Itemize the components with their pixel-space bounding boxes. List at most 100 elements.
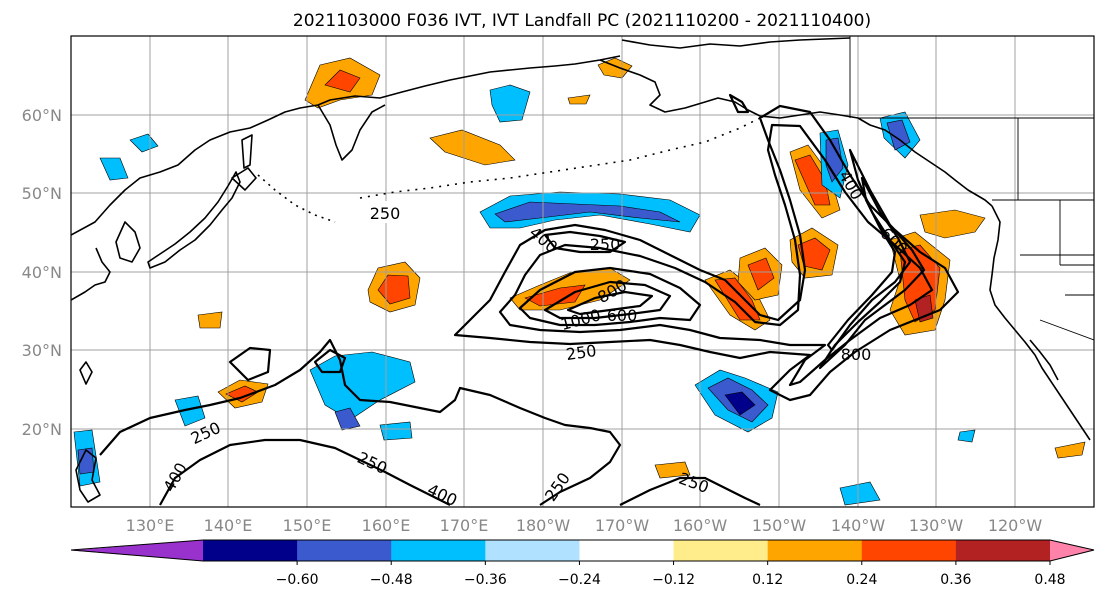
- lon-tick-label: 140°W: [831, 516, 886, 535]
- kuril-islands: [257, 174, 336, 223]
- korea-coastline: [115, 221, 141, 263]
- ivt-contour-400: [498, 123, 934, 387]
- positive-anomaly-area: [524, 284, 586, 307]
- negative-anomaly-area: [724, 391, 756, 416]
- colorbar-cell: [955, 540, 1051, 561]
- map-title: 2021103000 F036 IVT, IVT Landfall PC (20…: [293, 11, 871, 31]
- ivt-contour-250-north: [728, 93, 750, 114]
- philippines-coastline: [75, 449, 101, 503]
- colorbar-tick-label: −0.24: [558, 572, 601, 588]
- lon-tick-label: 130°E: [126, 516, 175, 535]
- ivt-contour-600: [518, 266, 702, 327]
- colorbar-tick-label: 0.36: [940, 572, 971, 588]
- lon-tick-label: 150°W: [752, 516, 807, 535]
- negative-anomaly-area: [174, 395, 206, 427]
- lon-tick-label: 150°E: [283, 516, 332, 535]
- ivt-contour-250-south: [99, 338, 622, 506]
- lon-tick-label: 130°W: [909, 516, 964, 535]
- contour-label: 800: [841, 345, 872, 364]
- colorbar-cell: [767, 540, 863, 561]
- colorbar-cell: [391, 540, 486, 561]
- lon-tick-label: 140°E: [204, 516, 253, 535]
- ivt-contour-250-loop: [228, 346, 272, 382]
- colorbar: −0.60 −0.48 −0.36 −0.24 −0.12 0.12 0.24 0.36 0.4…: [70, 539, 1095, 588]
- political-borders: [849, 36, 1094, 341]
- colorbar-cell: [673, 540, 769, 561]
- lat-tick-label: 40°N: [22, 263, 62, 282]
- kamchatka-coastline: [317, 104, 386, 161]
- lon-tick-label: 170°W: [595, 516, 650, 535]
- ivt-contour-250-right: [619, 476, 761, 506]
- colorbar-cells: [71, 540, 1094, 561]
- ivt-contour-250-west: [543, 230, 627, 254]
- negative-anomaly-area: [334, 407, 361, 431]
- negative-anomaly-area: [99, 157, 129, 181]
- lon-tick-labels: 130°E 140°E 150°E 160°E 170°E 180°W 170°…: [126, 516, 1043, 535]
- colorbar-cell: [297, 540, 392, 561]
- colorbar-tick-label: −0.36: [464, 572, 507, 588]
- lon-tick-label: 160°W: [673, 516, 728, 535]
- positive-anomaly-area: [1054, 441, 1086, 459]
- japan-coastline: [147, 171, 241, 269]
- negative-anomaly-area: [494, 201, 681, 223]
- negative-anomaly-area: [309, 351, 416, 421]
- ivt-contour-600-east: [818, 148, 926, 370]
- contour-label: 250: [565, 341, 598, 364]
- negative-anomaly-area: [379, 421, 413, 441]
- contour-label: 250: [370, 204, 401, 223]
- colorbar-cell: [579, 540, 675, 561]
- positive-anomaly-area: [567, 94, 591, 105]
- positive-anomaly-area: [197, 311, 223, 329]
- lon-tick-label: 120°W: [988, 516, 1043, 535]
- colorbar-outline: [70, 539, 1095, 562]
- colorbar-extend-max: [1050, 540, 1094, 561]
- negative-anomaly-area: [489, 84, 531, 123]
- aleutian-islands: [359, 117, 761, 199]
- baja-coastline: [1029, 339, 1059, 381]
- china-coastline: [71, 247, 111, 301]
- lat-tick-label: 30°N: [22, 341, 62, 360]
- colorbar-tick-label: −0.60: [276, 572, 319, 588]
- lon-tick-label: 180°W: [516, 516, 571, 535]
- lon-tick-label: 160°E: [362, 516, 411, 535]
- colorbar-cell: [485, 540, 580, 561]
- contour-label: 600: [607, 306, 638, 325]
- negative-anomaly-area: [839, 481, 881, 506]
- ivt-contour-1000: [566, 290, 654, 316]
- map-panel: 250 400 250 800 1000 600 250 400 600 800…: [71, 36, 1094, 507]
- positive-anomaly-area: [324, 69, 361, 93]
- ivt-contour-250-loop2: [313, 348, 347, 374]
- map-frame: [70, 35, 1095, 508]
- colorbar-labels: −0.60 −0.48 −0.36 −0.24 −0.12 0.12 0.24 0.36 0.4…: [276, 561, 1066, 588]
- alaska-coastline: [599, 59, 993, 207]
- positive-anomaly-area: [429, 129, 516, 166]
- lon-tick-label: 170°E: [440, 516, 489, 535]
- colorbar-tick-label: 0.12: [752, 572, 783, 588]
- pc-shading: [73, 57, 1086, 506]
- colorbar-cell: [203, 540, 298, 561]
- positive-anomaly-area: [747, 257, 775, 291]
- na-west-coastline: [989, 205, 1091, 441]
- lat-tick-label: 50°N: [22, 184, 62, 203]
- sakhalin-coastline: [241, 134, 253, 169]
- lat-tick-label: 60°N: [22, 106, 62, 125]
- colorbar-cell: [861, 540, 957, 561]
- map-gridlines: [71, 36, 1094, 507]
- colorbar-extend-min: [71, 540, 203, 561]
- ivt-contour-400-south: [159, 438, 451, 506]
- contour-label: 250: [590, 235, 621, 254]
- colorbar-tick-label: −0.12: [652, 572, 695, 588]
- alaska-north-coastline: [621, 37, 851, 49]
- negative-anomaly-area: [957, 429, 976, 443]
- colorbar-tick-label: 0.24: [846, 572, 877, 588]
- colorbar-tick-label: 0.48: [1034, 572, 1065, 588]
- ivt-contour-250: [453, 104, 960, 402]
- contour-labels: 250 400 250 800 1000 600 250 400 600 800…: [159, 167, 911, 507]
- ivt-contours: [99, 93, 960, 506]
- lat-tick-label: 20°N: [22, 420, 62, 439]
- ivt-contour-800-east: [826, 176, 912, 352]
- colorbar-tick-label: −0.48: [370, 572, 413, 588]
- lat-tick-labels: 60°N 50°N 40°N 30°N 20°N: [22, 106, 62, 439]
- positive-anomaly-area: [654, 461, 691, 479]
